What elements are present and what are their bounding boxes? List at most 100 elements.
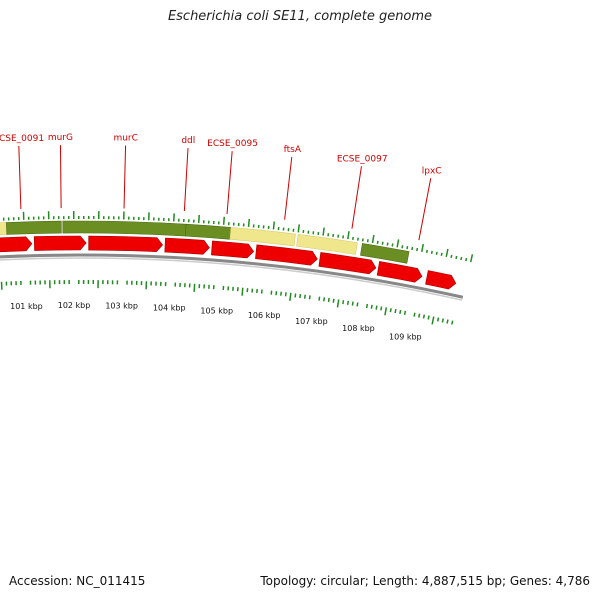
gene-leader-line xyxy=(418,178,432,241)
scale-tick xyxy=(351,301,354,306)
scale-tick-label: 107 kbp xyxy=(295,317,328,326)
gene-label[interactable]: lpxC xyxy=(422,166,442,176)
outer-tick xyxy=(430,250,433,254)
scale-tick-label: 104 kbp xyxy=(153,303,186,312)
outer-tick xyxy=(297,224,300,233)
gene-leader-line xyxy=(59,145,62,209)
outer-tick xyxy=(391,243,394,247)
outer-tick-track xyxy=(2,211,474,263)
gene-leader-line xyxy=(123,145,127,209)
scale-tick xyxy=(427,315,430,320)
scale-tick-label: 109 kbp xyxy=(389,332,422,341)
scale-tick xyxy=(418,313,421,318)
outer-tick xyxy=(401,245,404,249)
gene-leader-line xyxy=(351,166,362,229)
outer-tick xyxy=(469,254,474,263)
outer-tick xyxy=(440,252,443,256)
gene-label[interactable]: murC xyxy=(113,134,137,144)
scale-tick xyxy=(370,304,373,309)
scale-tick xyxy=(342,300,345,305)
scale-tick xyxy=(308,295,311,300)
outer-tick xyxy=(272,221,276,230)
cds-arrow xyxy=(318,252,377,275)
scale-tick xyxy=(431,316,435,325)
scale-tick-label: 108 kbp xyxy=(342,324,375,333)
cds-arrow xyxy=(211,240,255,259)
gene-label[interactable]: ftsA xyxy=(284,145,302,155)
outer-tick xyxy=(425,249,428,254)
outer-tick xyxy=(411,246,414,251)
scale-tick xyxy=(241,287,244,296)
scale-tick xyxy=(389,308,392,313)
outer-tick xyxy=(421,243,425,253)
outer-tick xyxy=(386,242,389,246)
scale-tick-label: 106 kbp xyxy=(248,311,281,320)
outer-tick xyxy=(406,246,409,250)
feature-band xyxy=(62,220,187,237)
scale-tick xyxy=(446,319,449,324)
scale-tick xyxy=(380,306,383,311)
gene-label[interactable]: ddl xyxy=(181,136,195,146)
gene-label-layer: murDECSE_0091murGmurCddlECSE_0095ftsAECS… xyxy=(0,133,442,241)
gene-leader-line xyxy=(284,157,293,220)
feature-band xyxy=(296,234,358,255)
scale-tick xyxy=(303,294,306,299)
scale-tick xyxy=(422,314,426,319)
scale-tick xyxy=(346,300,349,305)
gene-label[interactable]: murG xyxy=(48,133,73,143)
scale-tick xyxy=(336,299,340,308)
cds-arrow xyxy=(255,244,318,266)
scale-tick xyxy=(356,302,359,307)
cds-arrow xyxy=(164,237,210,255)
gene-leader-line xyxy=(226,151,233,215)
scale-tick xyxy=(365,303,369,309)
scale-tick xyxy=(384,307,388,316)
outer-tick xyxy=(465,257,468,262)
gene-leader-line xyxy=(18,145,22,209)
outer-tick xyxy=(322,227,325,236)
scale-tick-label: 105 kbp xyxy=(200,306,233,315)
scale-tick xyxy=(394,308,397,314)
outer-tick xyxy=(450,254,453,259)
outer-tick xyxy=(347,231,350,240)
outer-tick xyxy=(371,235,375,244)
outer-tick xyxy=(247,218,251,228)
scale-tick xyxy=(193,283,196,292)
outer-tick xyxy=(197,214,200,223)
gene-leader-line xyxy=(183,148,189,212)
scale-tick xyxy=(318,296,321,301)
scale-tick xyxy=(399,309,402,315)
feature-band xyxy=(6,220,62,235)
scale-tick xyxy=(299,294,302,299)
scale-tick xyxy=(403,310,407,315)
feature-band xyxy=(185,223,232,240)
outer-tick xyxy=(222,216,226,225)
feature-band xyxy=(0,222,8,236)
cds-arrow xyxy=(376,261,423,283)
scale-tick xyxy=(441,318,444,323)
backbone-line xyxy=(0,253,464,299)
feature-band xyxy=(360,243,410,264)
genome-summary-text: Topology: circular; Length: 4,887,515 bp… xyxy=(260,574,590,588)
outer-tick xyxy=(381,241,384,245)
backbone-shadow xyxy=(0,257,463,301)
gene-label[interactable]: ECSE_0095 xyxy=(207,139,258,149)
scale-tick-label: 101 kbp xyxy=(10,302,43,311)
gene-label[interactable]: ECSE_0097 xyxy=(337,154,388,164)
outer-tick xyxy=(455,255,458,260)
scale-tick xyxy=(289,292,292,301)
cds-arrow xyxy=(33,235,87,251)
scale-tick xyxy=(413,312,416,317)
feature-band-track xyxy=(0,220,410,264)
accession-text: Accession: NC_011415 xyxy=(9,574,146,588)
scale-tick xyxy=(332,298,335,303)
map-title: Escherichia coli SE11, complete genome xyxy=(167,9,433,24)
scale-tick xyxy=(327,297,330,303)
cds-arrow xyxy=(425,270,457,290)
scale-tick xyxy=(375,305,378,310)
scale-tick xyxy=(436,317,440,322)
gene-label[interactable]: ECSE_0091 xyxy=(0,134,44,144)
scale-tick xyxy=(451,320,454,325)
cds-arrow xyxy=(88,235,164,252)
